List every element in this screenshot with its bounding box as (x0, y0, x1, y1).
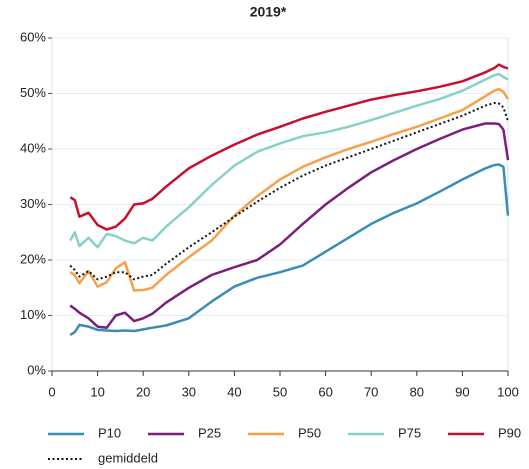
line-series (69, 63, 509, 231)
legend-label: P25 (198, 425, 221, 440)
x-tick-label: 0 (48, 384, 55, 399)
x-tick-label: 40 (227, 384, 241, 399)
chart-title: 2019* (250, 4, 287, 20)
x-tick-label: 50 (273, 384, 287, 399)
legend-label: P90 (498, 425, 521, 440)
x-tick-label: 70 (364, 384, 378, 399)
line-series (69, 101, 509, 281)
line-series (69, 163, 510, 336)
line-series (69, 72, 509, 249)
y-tick-label: 30% (20, 196, 46, 211)
line-series (69, 122, 510, 329)
legend-label: P10 (98, 425, 121, 440)
x-tick-label: 30 (182, 384, 196, 399)
y-tick-label: 10% (20, 307, 46, 322)
line-series (69, 87, 510, 292)
legend-label: P75 (398, 425, 421, 440)
legend-label: gemiddeld (98, 450, 158, 465)
x-tick-label: 80 (410, 384, 424, 399)
x-tick-label: 60 (318, 384, 332, 399)
x-tick-label: 100 (497, 384, 519, 399)
legend-label: P50 (298, 425, 321, 440)
y-tick-label: 60% (20, 29, 46, 44)
y-tick-label: 50% (20, 85, 46, 100)
x-tick-label: 10 (90, 384, 104, 399)
x-tick-label: 90 (455, 384, 469, 399)
y-tick-label: 20% (20, 251, 46, 266)
x-tick-label: 20 (136, 384, 150, 399)
y-tick-label: 0% (27, 362, 46, 377)
y-tick-label: 40% (20, 140, 46, 155)
